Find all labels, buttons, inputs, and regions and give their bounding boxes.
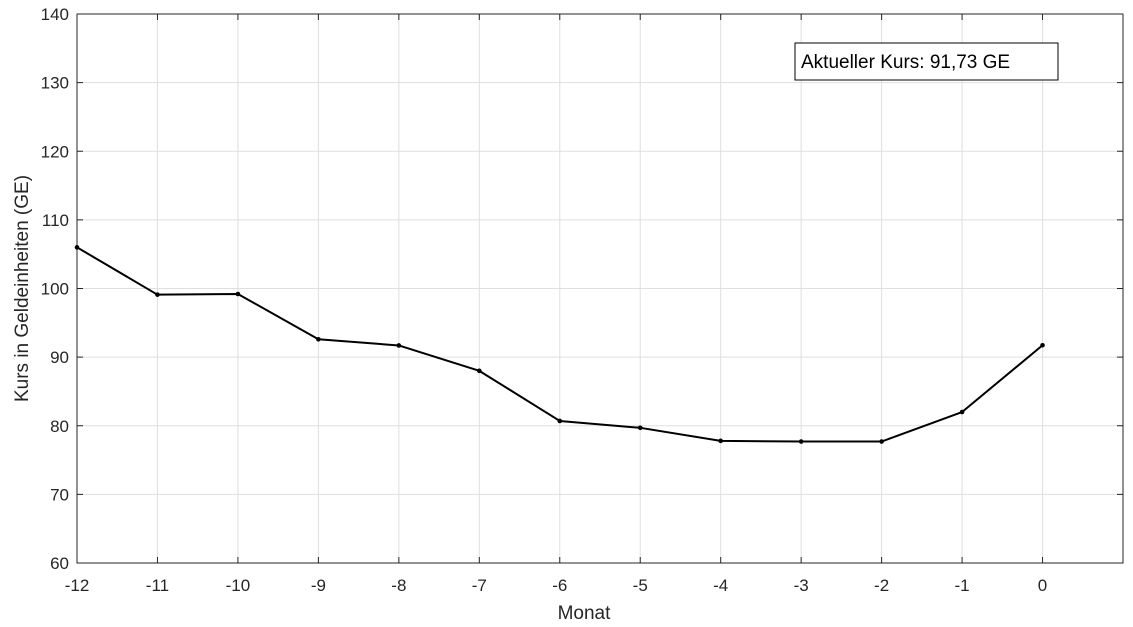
x-tick-label: -9 bbox=[311, 576, 326, 595]
series-group bbox=[74, 245, 1045, 444]
data-point bbox=[718, 438, 723, 444]
y-tick-label: 140 bbox=[41, 5, 69, 24]
data-point bbox=[74, 245, 80, 250]
x-tick-label: -6 bbox=[552, 576, 567, 595]
x-tick-label: -3 bbox=[794, 576, 809, 595]
x-axis: -12 -11 -10 -9 -8 -7 -6 -5 -4 -3 -2 -1 0 bbox=[65, 14, 1124, 595]
data-point bbox=[879, 439, 884, 444]
data-point bbox=[557, 418, 563, 424]
y-tick-label: 110 bbox=[42, 211, 69, 230]
x-tick-label: -2 bbox=[874, 576, 889, 595]
y-tick-label: 100 bbox=[41, 280, 69, 299]
x-tick-label: -4 bbox=[713, 576, 728, 595]
x-tick-label: -7 bbox=[472, 576, 487, 595]
x-tick-label: -8 bbox=[391, 576, 406, 595]
y-tick-label: 120 bbox=[41, 142, 69, 161]
x-tick-label: -5 bbox=[633, 576, 648, 595]
data-point bbox=[316, 336, 321, 342]
y-tick-label: 60 bbox=[50, 554, 69, 573]
y-tick-label: 130 bbox=[41, 74, 69, 93]
y-tick-label: 90 bbox=[50, 348, 69, 367]
grid bbox=[77, 14, 1123, 563]
data-point bbox=[155, 292, 160, 297]
data-point bbox=[235, 291, 241, 297]
annotation-box: Aktueller Kurs: 91,73 GE bbox=[794, 42, 1059, 81]
x-tick-label: -10 bbox=[226, 576, 251, 595]
data-point bbox=[396, 343, 402, 348]
data-point bbox=[1040, 342, 1045, 348]
y-tick-label: 80 bbox=[50, 417, 69, 436]
y-axis-title: Kurs in Geldeinheiten (GE) bbox=[12, 175, 33, 402]
data-point bbox=[959, 409, 965, 415]
y-axis: 60 70 80 90 100 110 120 130 140 bbox=[41, 5, 1123, 573]
y-tick-label: 70 bbox=[50, 485, 69, 504]
data-point bbox=[477, 368, 482, 374]
data-point bbox=[637, 425, 643, 431]
annotation-frame bbox=[794, 42, 1059, 81]
x-axis-title: Monat bbox=[558, 603, 612, 624]
x-tick-label: 0 bbox=[1038, 576, 1047, 595]
x-tick-label: -1 bbox=[955, 576, 970, 595]
annotation-text: Aktueller Kurs: 91,73 GE bbox=[801, 52, 1010, 73]
data-point bbox=[798, 439, 804, 444]
x-tick-label: -12 bbox=[65, 576, 90, 595]
x-tick-label: -11 bbox=[146, 576, 169, 595]
